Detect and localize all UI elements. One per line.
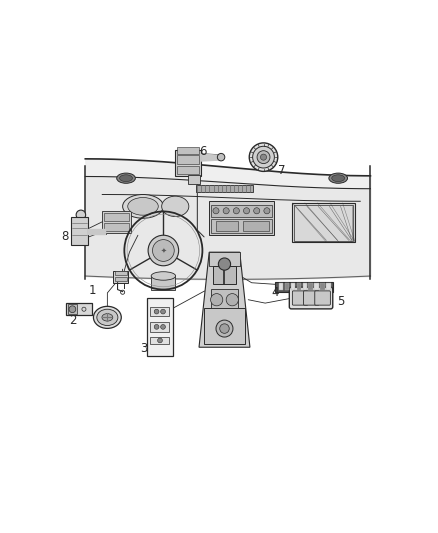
Circle shape (257, 151, 270, 164)
Bar (212, 266, 237, 285)
Bar (211, 288, 238, 308)
Bar (175, 150, 201, 176)
Bar (308, 284, 313, 290)
Bar (276, 282, 333, 292)
Text: 5: 5 (337, 295, 344, 308)
Ellipse shape (117, 173, 135, 183)
Bar (211, 219, 272, 232)
Text: 2: 2 (69, 314, 76, 327)
Bar (326, 284, 331, 290)
Bar (104, 223, 129, 231)
Text: 1: 1 (88, 285, 96, 297)
Circle shape (154, 309, 159, 314)
Ellipse shape (123, 195, 163, 218)
Circle shape (161, 325, 166, 329)
Bar (188, 175, 200, 184)
Bar (243, 221, 268, 231)
Circle shape (76, 210, 86, 220)
Circle shape (216, 320, 233, 337)
Bar (115, 271, 127, 275)
Bar (291, 284, 295, 290)
Circle shape (154, 325, 159, 329)
Circle shape (152, 240, 174, 261)
Bar (279, 284, 283, 290)
Bar (196, 185, 253, 192)
Circle shape (217, 154, 225, 161)
Bar (177, 147, 199, 154)
Text: ✦: ✦ (160, 247, 166, 254)
Text: 6: 6 (199, 144, 206, 158)
Bar (147, 298, 173, 356)
Circle shape (253, 146, 274, 168)
Ellipse shape (120, 175, 132, 182)
Circle shape (220, 324, 229, 333)
Text: 7: 7 (279, 164, 286, 177)
Bar (152, 276, 175, 289)
Bar (204, 308, 245, 344)
Ellipse shape (162, 196, 189, 216)
Bar (294, 205, 353, 241)
Bar (211, 205, 272, 216)
Text: 3: 3 (140, 342, 147, 355)
Circle shape (223, 208, 229, 214)
Bar (216, 221, 238, 231)
FancyBboxPatch shape (293, 291, 308, 305)
Bar (303, 284, 307, 290)
Circle shape (158, 338, 162, 343)
Ellipse shape (97, 309, 118, 326)
FancyBboxPatch shape (304, 291, 319, 305)
Bar (151, 337, 170, 344)
Bar (113, 271, 128, 282)
Circle shape (211, 294, 223, 306)
Bar (151, 322, 170, 332)
Bar (293, 203, 355, 242)
Bar (151, 307, 170, 317)
Bar (209, 252, 240, 266)
Ellipse shape (128, 198, 158, 215)
Ellipse shape (93, 306, 121, 328)
Bar (285, 284, 289, 290)
Bar (66, 303, 92, 316)
Text: 8: 8 (61, 230, 69, 244)
Polygon shape (199, 252, 250, 347)
Bar (177, 166, 199, 174)
Circle shape (249, 143, 278, 172)
Ellipse shape (329, 173, 347, 183)
Bar (209, 201, 274, 235)
Circle shape (219, 258, 230, 270)
Circle shape (213, 208, 219, 214)
Bar (102, 211, 131, 233)
Bar (67, 304, 77, 314)
Ellipse shape (102, 313, 113, 321)
Bar (71, 216, 88, 245)
Text: 4: 4 (272, 286, 279, 299)
Ellipse shape (151, 272, 176, 280)
Circle shape (244, 208, 250, 214)
Bar (177, 156, 199, 164)
Bar (297, 284, 301, 290)
Bar (104, 213, 129, 221)
Circle shape (233, 208, 240, 214)
Circle shape (261, 154, 267, 160)
Circle shape (226, 294, 238, 306)
Circle shape (161, 309, 166, 314)
Circle shape (148, 235, 179, 266)
Bar (115, 277, 127, 281)
FancyBboxPatch shape (315, 291, 330, 305)
FancyBboxPatch shape (290, 287, 333, 309)
Circle shape (264, 208, 270, 214)
Bar (314, 284, 319, 290)
Ellipse shape (332, 175, 345, 182)
Bar (320, 284, 325, 290)
Circle shape (254, 208, 260, 214)
Circle shape (69, 306, 76, 313)
